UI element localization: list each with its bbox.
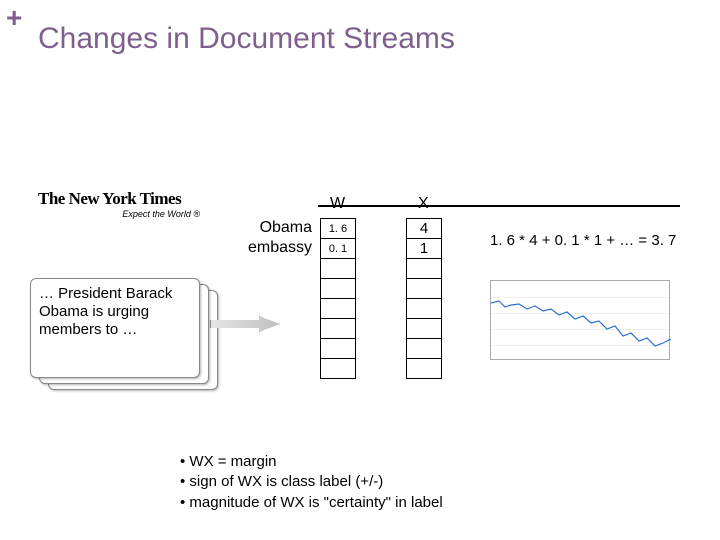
cell xyxy=(407,279,441,299)
cell xyxy=(321,339,355,359)
row-label: embassy xyxy=(248,238,312,258)
row-labels: Obamaembassy xyxy=(248,218,312,258)
cell xyxy=(407,299,441,319)
x-column: 41 xyxy=(406,218,442,379)
cell xyxy=(407,259,441,279)
cell xyxy=(321,319,355,339)
bullet: • magnitude of WX is "certainty" in labe… xyxy=(180,493,443,513)
cell: 4 xyxy=(407,219,441,239)
cell xyxy=(407,319,441,339)
row-label: Obama xyxy=(248,218,312,238)
equation: 1. 6 * 4 + 0. 1 * 1 + … = 3. 7 xyxy=(490,232,676,249)
cell: 1. 6 xyxy=(321,219,355,239)
doc-snippet: … President Barack Obama is urging membe… xyxy=(39,285,191,339)
page-title: Changes in Document Streams xyxy=(38,22,455,56)
nyt-logo: The New York Times Expect the World ® xyxy=(38,189,208,219)
cell: 1 xyxy=(407,239,441,259)
bullet: • WX = margin xyxy=(180,452,443,472)
cell xyxy=(321,279,355,299)
plus-decor: + xyxy=(6,2,22,34)
cell xyxy=(321,259,355,279)
bullet: • sign of WX is class label (+/-) xyxy=(180,472,443,492)
cell xyxy=(407,339,441,359)
nyt-tagline: Expect the World ® xyxy=(38,209,208,219)
doc-front: … President Barack Obama is urging membe… xyxy=(30,278,200,378)
arrow-icon xyxy=(210,316,280,332)
cell xyxy=(321,359,355,379)
w-header: W xyxy=(330,195,345,213)
cell xyxy=(407,359,441,379)
header-line xyxy=(318,205,680,207)
w-column: 1. 60. 1 xyxy=(320,218,356,379)
cell: 0. 1 xyxy=(321,239,355,259)
bullets: • WX = margin• sign of WX is class label… xyxy=(180,452,443,513)
mini-chart xyxy=(490,280,670,360)
nyt-name: The New York Times xyxy=(38,189,208,209)
x-header: X xyxy=(418,195,429,213)
cell xyxy=(321,299,355,319)
